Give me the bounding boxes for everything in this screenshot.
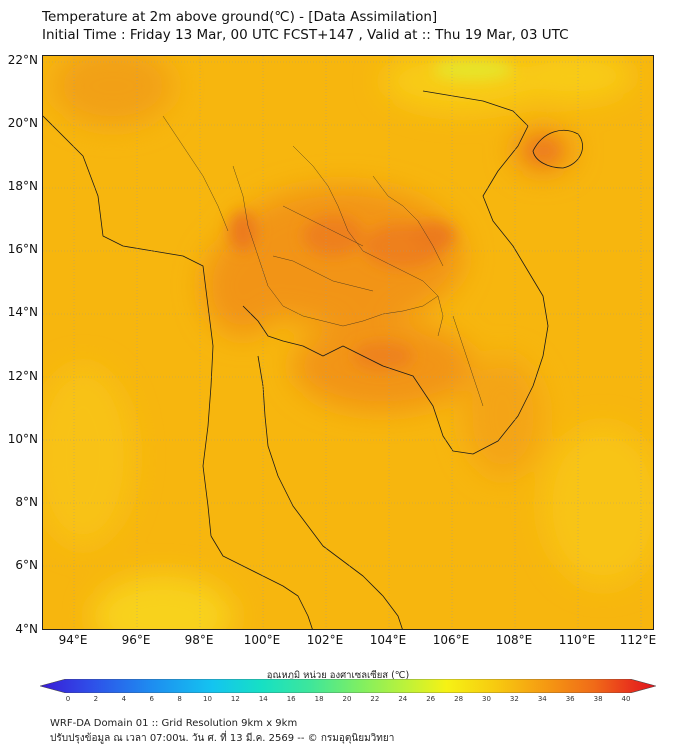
colorbar-tick-label: 4 (121, 695, 127, 703)
lat-label-10n: 10°N (7, 432, 38, 446)
colorbar-tick-label: 12 (230, 695, 240, 703)
colorbar-tick-label: 34 (537, 695, 547, 703)
colorbar-tick-label: 24 (398, 695, 408, 703)
lat-label-16n: 16°N (7, 242, 38, 256)
colorbar-tick-label: 0 (65, 695, 71, 703)
lat-label-6n: 6°N (15, 558, 38, 572)
colorbar-tick-label: 6 (149, 695, 154, 703)
colorbar-gradient (40, 679, 656, 693)
malay-west-coast (210, 535, 313, 629)
colorbar-tick-label: 38 (593, 695, 603, 703)
title-line-1: Temperature at 2m above ground(℃) - [Dat… (42, 9, 438, 25)
colorbar-tick-label: 18 (314, 695, 324, 703)
myanmar-coast (43, 115, 214, 537)
lon-label-108e: 108°E (495, 633, 533, 647)
border-d (282, 205, 364, 247)
lon-label-104e: 104°E (369, 633, 407, 647)
lon-label-106e: 106°E (432, 633, 470, 647)
colorbar-tick-label: 2 (93, 695, 99, 703)
colorbar-tick-label: 8 (177, 695, 182, 703)
lat-label-20n: 20°N (7, 116, 38, 130)
lat-label-18n: 18°N (7, 179, 38, 193)
footer-line-1: WRF-DA Domain 01 :: Grid Resolution 9km … (50, 718, 298, 729)
border-c (372, 175, 444, 267)
colorbar-title: อุณหภูมิ หน่วย องศาเซลเซียส (℃) (266, 670, 410, 681)
colorbar-tick-label: 20 (342, 695, 352, 703)
colorbar-tick-label: 30 (482, 695, 491, 703)
footer-line-2: ปรับปรุงข้อมูล ณ เวลา 07:00น. วัน ศ. ที่… (50, 733, 395, 744)
hot-spots (229, 60, 559, 370)
colorbar-tick-label: 32 (509, 695, 519, 703)
colorbar-tick-label: 16 (286, 695, 296, 703)
colorbar-tick-label: 40 (621, 695, 631, 703)
lat-label-22n: 22°N (7, 53, 38, 67)
lat-label-12n: 12°N (7, 369, 38, 383)
colorbar-tick-label: 22 (370, 695, 380, 703)
lon-label-98e: 98°E (184, 633, 214, 647)
colorbar-tick-label: 36 (565, 695, 575, 703)
china-coast (422, 90, 529, 127)
lon-label-102e: 102°E (306, 633, 344, 647)
colorbar-tick-label: 26 (426, 695, 436, 703)
footer: WRF-DA Domain 01 :: Grid Resolution 9km … (50, 716, 394, 746)
lat-label-4n: 4°N (15, 622, 38, 636)
temperature-map (42, 55, 654, 630)
lon-label-100e: 100°E (243, 633, 281, 647)
border-b (292, 145, 444, 337)
graticule (43, 56, 653, 629)
coastlines (43, 90, 583, 629)
border-a (232, 165, 439, 327)
colorbar-tick-label: 14 (258, 695, 268, 703)
border-e (272, 255, 374, 292)
colorbar-tick-label: 10 (203, 695, 212, 703)
malay-east-coast (257, 355, 403, 629)
colorbar-tick-label: 28 (454, 695, 464, 703)
border-g (162, 115, 229, 232)
map-canvas (43, 56, 653, 629)
hainan-coast (532, 130, 583, 169)
lon-label-96e: 96°E (121, 633, 151, 647)
chart-title: Temperature at 2m above ground(℃) - [Dat… (42, 8, 569, 44)
lat-label-8n: 8°N (15, 495, 38, 509)
lon-label-110e: 110°E (558, 633, 596, 647)
title-line-2: Initial Time : Friday 13 Mar, 00 UTC FCS… (42, 27, 569, 43)
lon-label-112e: 112°E (619, 633, 657, 647)
gulf-and-vietnam-coast (242, 125, 549, 455)
lat-label-14n: 14°N (7, 305, 38, 319)
lon-label-94e: 94°E (58, 633, 88, 647)
colorbar (40, 679, 656, 693)
province-borders (162, 115, 484, 407)
border-f (452, 315, 484, 407)
